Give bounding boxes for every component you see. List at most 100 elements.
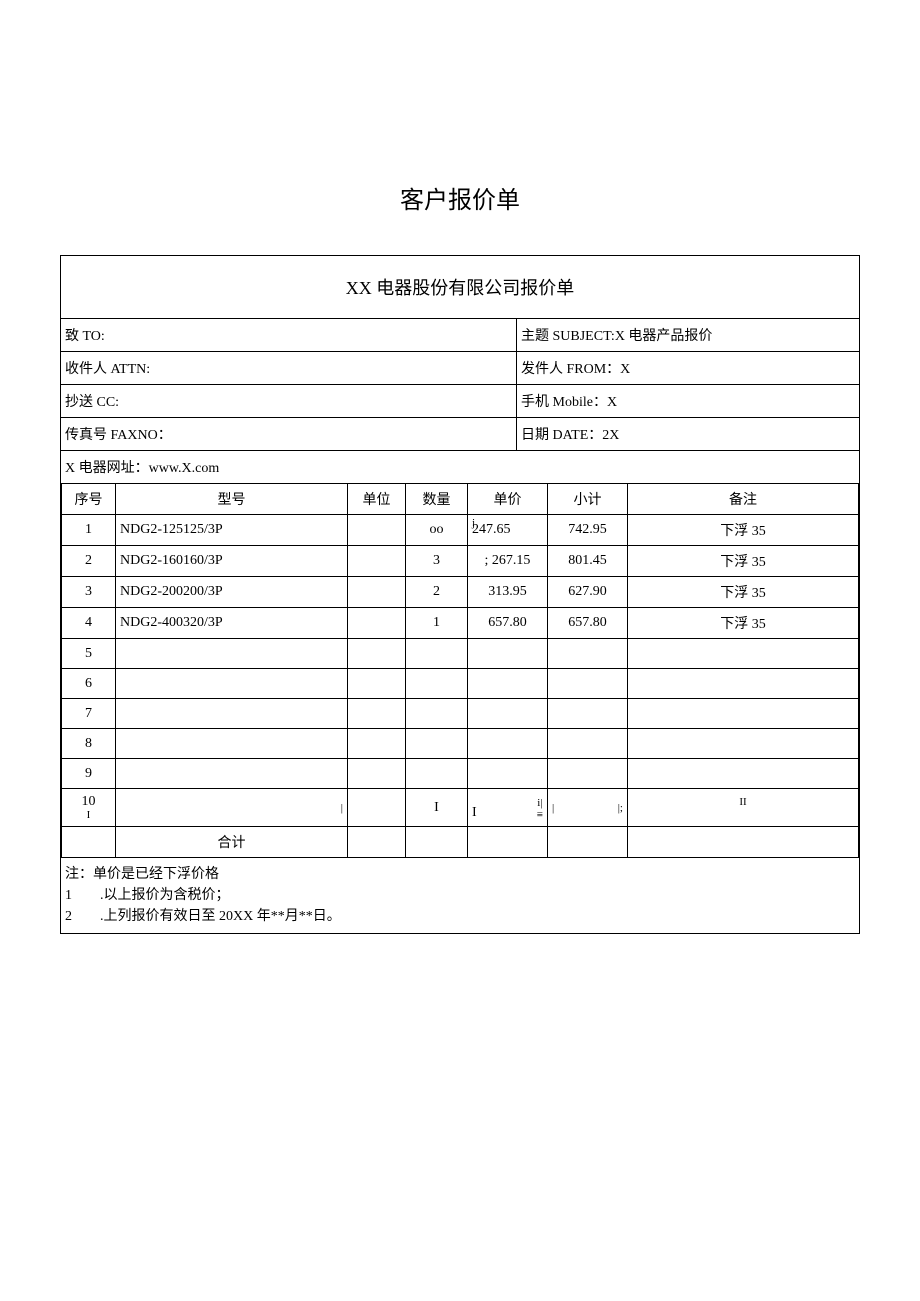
date-field: 日期 DATE：2X [517, 418, 859, 450]
cell-qty: 1 [406, 608, 468, 639]
cell-model: NDG2-200200/3P [116, 577, 348, 608]
note-line-2: 1 .以上报价为含税价； [65, 885, 855, 906]
cc-field: 抄送 CC: [61, 385, 517, 417]
cell-price [468, 759, 548, 789]
cell-qty [406, 759, 468, 789]
cell-seq: 3 [62, 577, 116, 608]
note-line-3: 2 .上列报价有效日至 20XX 年**月**日。 [65, 906, 855, 927]
cell-note [628, 729, 859, 759]
cell-note: 下浮 35 [628, 608, 859, 639]
header-section: 致 TO: 主题 SUBJECT:X 电器产品报价 收件人 ATTN: 发件人 … [61, 319, 859, 483]
cell-subtotal [548, 729, 628, 759]
note-line-1: 注：单价是已经下浮价格 [65, 864, 855, 885]
cell-seq: 7 [62, 699, 116, 729]
cell-seq: 9 [62, 759, 116, 789]
cell-note: 下浮 35 [628, 577, 859, 608]
cell-note [628, 639, 859, 669]
quotation-form: XX 电器股份有限公司报价单 致 TO: 主题 SUBJECT:X 电器产品报价… [60, 255, 860, 934]
cell-qty: 3 [406, 546, 468, 577]
cell-price: 313.95 [468, 577, 548, 608]
cell-empty [468, 827, 548, 858]
cell-note: 下浮 35 [628, 515, 859, 546]
cell-model: NDG2-160160/3P [116, 546, 348, 577]
page-title: 客户报价单 [60, 180, 860, 215]
cell-qty: oo [406, 515, 468, 546]
mobile-field: 手机 Mobile：X [517, 385, 859, 417]
cell-model: | [116, 789, 348, 827]
cell-price: 657.80 [468, 608, 548, 639]
cell-subtotal: ||; [548, 789, 628, 827]
cell-subtotal: 657.80 [548, 608, 628, 639]
cell-price [468, 699, 548, 729]
table-row: 3NDG2-200200/3P2313.95627.90下浮 35 [62, 577, 859, 608]
cell-subtotal [548, 639, 628, 669]
cell-qty [406, 699, 468, 729]
attn-field: 收件人 ATTN: [61, 352, 517, 384]
cell-qty [406, 639, 468, 669]
cell-subtotal: 627.90 [548, 577, 628, 608]
cell-model [116, 759, 348, 789]
cell-unit [348, 729, 406, 759]
header-qty: 数量 [406, 484, 468, 515]
header-subtotal: 小计 [548, 484, 628, 515]
cell-unit [348, 639, 406, 669]
cell-note: 下浮 35 [628, 546, 859, 577]
cell-price [468, 729, 548, 759]
cell-price [468, 669, 548, 699]
total-row: 合计 [62, 827, 859, 858]
quotation-table: 序号 型号 单位 数量 单价 小计 备注 1NDG2-125125/3Pooj … [61, 483, 859, 858]
cell-seq: 8 [62, 729, 116, 759]
cell-unit [348, 789, 406, 827]
cell-subtotal [548, 699, 628, 729]
cell-model: NDG2-400320/3P [116, 608, 348, 639]
cell-unit [348, 515, 406, 546]
cell-seq: 4 [62, 608, 116, 639]
table-row: 10I|IIi|≡||;II [62, 789, 859, 827]
cell-seq: 6 [62, 669, 116, 699]
cell-note [628, 759, 859, 789]
cell-seq: 1 [62, 515, 116, 546]
header-price: 单价 [468, 484, 548, 515]
cell-unit [348, 546, 406, 577]
cell-empty [628, 827, 859, 858]
cell-unit [348, 759, 406, 789]
cell-unit [348, 699, 406, 729]
table-header-row: 序号 型号 单位 数量 单价 小计 备注 [62, 484, 859, 515]
cell-subtotal: 742.95 [548, 515, 628, 546]
cell-model [116, 699, 348, 729]
cell-seq [62, 827, 116, 858]
cell-subtotal [548, 759, 628, 789]
form-title: XX 电器股份有限公司报价单 [61, 256, 859, 319]
fax-field: 传真号 FAXNO： [61, 418, 517, 450]
cell-qty: I [406, 789, 468, 827]
cell-model [116, 669, 348, 699]
cell-empty [348, 827, 406, 858]
cell-empty [406, 827, 468, 858]
cell-model [116, 729, 348, 759]
cell-unit [348, 669, 406, 699]
table-row: 1NDG2-125125/3Pooj 247.65742.95下浮 35 [62, 515, 859, 546]
cell-unit [348, 608, 406, 639]
from-field: 发件人 FROM：X [517, 352, 859, 384]
cell-price [468, 639, 548, 669]
cell-note: II [628, 789, 859, 827]
header-seq: 序号 [62, 484, 116, 515]
cell-empty [548, 827, 628, 858]
notes-section: 注：单价是已经下浮价格 1 .以上报价为含税价； 2 .上列报价有效日至 20X… [61, 858, 859, 933]
table-row: 4NDG2-400320/3P1657.80657.80下浮 35 [62, 608, 859, 639]
table-row: 7 [62, 699, 859, 729]
to-field: 致 TO: [61, 319, 517, 351]
table-row: 2NDG2-160160/3P3; 267.15801.45下浮 35 [62, 546, 859, 577]
cell-subtotal [548, 669, 628, 699]
total-label: 合计 [116, 827, 348, 858]
cell-seq: 2 [62, 546, 116, 577]
cell-model [116, 639, 348, 669]
table-row: 5 [62, 639, 859, 669]
header-model: 型号 [116, 484, 348, 515]
header-note: 备注 [628, 484, 859, 515]
subject-field: 主题 SUBJECT:X 电器产品报价 [517, 319, 859, 351]
cell-qty [406, 669, 468, 699]
cell-note [628, 669, 859, 699]
website-field: X 电器网址：www.X.com [61, 451, 859, 483]
cell-subtotal: 801.45 [548, 546, 628, 577]
